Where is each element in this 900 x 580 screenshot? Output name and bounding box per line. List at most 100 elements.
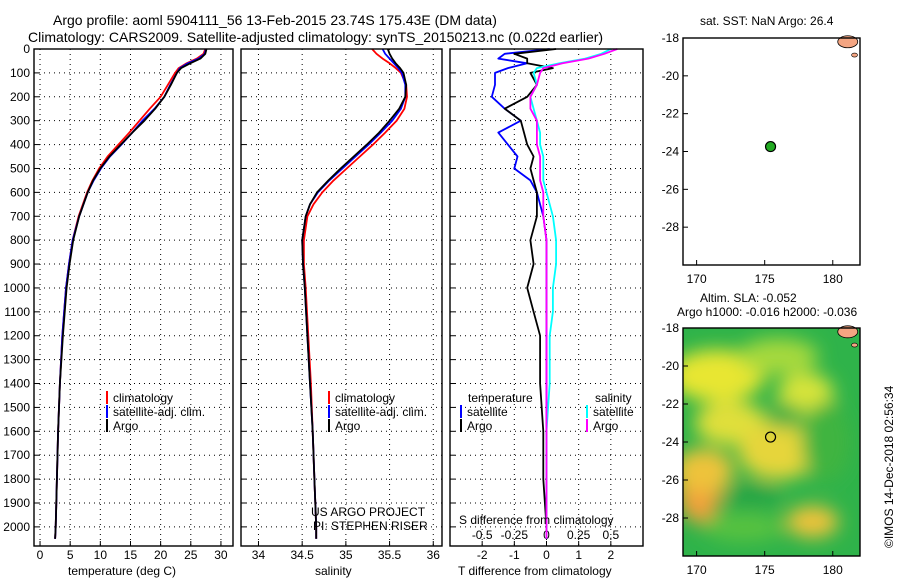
depth-tick-label: 1800 bbox=[3, 472, 30, 486]
x-tick-label: 20 bbox=[154, 548, 168, 562]
difference-legend: temperature satellite Argo salinity sate… bbox=[460, 391, 634, 433]
depth-tick-label: 1100 bbox=[4, 305, 30, 319]
lon-tick-label: 170 bbox=[687, 272, 707, 286]
map-frame bbox=[682, 37, 861, 266]
lon-tick-label: 180 bbox=[823, 563, 843, 577]
lat-tick-label: -18 bbox=[662, 321, 680, 335]
series-line-t-argo bbox=[503, 48, 557, 539]
salinity-axis-label: salinity bbox=[315, 564, 352, 578]
depth-tick-label: 2000 bbox=[3, 520, 30, 534]
x-tick-label: 2 bbox=[607, 548, 614, 562]
depth-tick-label: 1400 bbox=[3, 377, 30, 391]
s-diff-tick-label: 0.25 bbox=[567, 528, 591, 542]
legend-title-salinity: salinity bbox=[595, 391, 632, 405]
series-line-s-argo bbox=[529, 48, 618, 539]
lat-tick-label: -24 bbox=[662, 435, 680, 449]
depth-tick-label: 800 bbox=[10, 233, 30, 247]
sst-map: 170 175 180 -18 -20 -22 -24 -26 -28 bbox=[662, 31, 861, 286]
legend-label-satellite: satellite-adj. clim. bbox=[335, 405, 427, 419]
timestamp-stamp: ©IMOS 14-Dec-2018 02:56:34 bbox=[882, 385, 896, 548]
depth-tick-label: 900 bbox=[10, 257, 30, 271]
s-diff-tick-label: -0.5 bbox=[472, 528, 493, 542]
sla-anomaly-patch bbox=[738, 338, 819, 375]
sla-anomaly-patch bbox=[786, 505, 839, 538]
depth-tick-label: 700 bbox=[10, 209, 30, 223]
x-tick-label: 0 bbox=[37, 548, 44, 562]
sla-map-title-2: Argo h1000: -0.016 h2000: -0.036 bbox=[677, 305, 857, 319]
land-islet bbox=[851, 52, 858, 58]
lat-tick-label: -18 bbox=[662, 31, 680, 45]
legend-label-t-satellite: satellite bbox=[467, 405, 508, 419]
series-line-argo bbox=[54, 48, 208, 539]
legend-label-s-satellite: satellite bbox=[593, 405, 634, 419]
temperature-legend: climatology satellite-adj. clim. Argo bbox=[106, 391, 205, 433]
x-tick-label: 30 bbox=[214, 548, 228, 562]
lat-tick-label: -24 bbox=[662, 145, 680, 159]
x-tick-label: -1 bbox=[509, 548, 520, 562]
depth-tick-label: 500 bbox=[10, 161, 30, 175]
panel-frame bbox=[33, 48, 234, 547]
panel-frame bbox=[240, 48, 443, 547]
depth-tick-label: 400 bbox=[10, 138, 30, 152]
salinity-panel: 34 34.5 35 35.5 36 bbox=[240, 48, 443, 562]
difference-panel: -2 -1 0 1 2-0.5 -0.25 0 0.25 0.5 bbox=[449, 48, 644, 562]
x-tick-label: 36 bbox=[427, 548, 441, 562]
sla-anomaly-patch bbox=[738, 423, 819, 480]
x-tick-label: 15 bbox=[124, 548, 138, 562]
depth-tick-label: 1000 bbox=[3, 281, 30, 295]
x-tick-label: 5 bbox=[67, 548, 74, 562]
lat-tick-label: -26 bbox=[662, 182, 680, 196]
land-island bbox=[837, 325, 859, 339]
lat-tick-label: -22 bbox=[662, 397, 680, 411]
panel-frame bbox=[449, 48, 644, 547]
sla-anomaly-patch bbox=[704, 513, 785, 542]
sst-map-title: sat. SST: NaN Argo: 26.4 bbox=[700, 14, 834, 28]
legend-label-argo: Argo bbox=[335, 419, 361, 433]
float-position-marker bbox=[764, 140, 777, 153]
legend-label-s-argo: Argo bbox=[593, 419, 619, 433]
lat-tick-label: -20 bbox=[662, 359, 680, 373]
depth-tick-label: 1600 bbox=[3, 424, 30, 438]
lat-tick-label: -28 bbox=[662, 220, 680, 234]
series-line-s-satellite bbox=[529, 48, 612, 539]
legend-title-temperature: temperature bbox=[468, 391, 533, 405]
lat-tick-label: -26 bbox=[662, 473, 680, 487]
depth-tick-label: 1300 bbox=[3, 353, 30, 367]
sla-anomaly-patch bbox=[683, 448, 734, 493]
lon-tick-label: 175 bbox=[755, 272, 775, 286]
temperature-axis-label: temperature (deg C) bbox=[68, 564, 176, 578]
title-line-1: Argo profile: aoml 5904111_56 13-Feb-201… bbox=[53, 12, 497, 28]
lon-tick-label: 175 bbox=[755, 563, 775, 577]
project-credit: US ARGO PROJECT bbox=[311, 505, 426, 519]
depth-tick-label: 1200 bbox=[3, 329, 30, 343]
depth-tick-label: 1900 bbox=[3, 496, 30, 510]
salinity-legend: climatology satellite-adj. clim. Argo bbox=[328, 391, 427, 433]
sla-anomaly-patch bbox=[721, 483, 782, 508]
series-line-satellite-adj-clim- bbox=[301, 48, 407, 539]
land-island bbox=[837, 35, 859, 49]
sla-anomaly-patch bbox=[801, 402, 850, 482]
s-diff-tick-label: -0.25 bbox=[501, 528, 529, 542]
depth-tick-label: 200 bbox=[10, 90, 30, 104]
map-frame bbox=[682, 327, 861, 557]
lon-tick-label: 170 bbox=[687, 563, 707, 577]
sla-map: 170 175 180 -18 -20 -22 -24 -26 -28 bbox=[662, 321, 861, 577]
sla-anomaly-patch bbox=[767, 403, 804, 428]
depth-tick-label: 300 bbox=[10, 114, 30, 128]
lon-tick-label: 180 bbox=[823, 272, 843, 286]
lat-tick-label: -28 bbox=[662, 511, 680, 525]
depth-tick-label: 100 bbox=[10, 66, 30, 80]
title-line-2: Climatology: CARS2009. Satellite-adjuste… bbox=[28, 29, 603, 45]
lat-tick-label: -20 bbox=[662, 69, 680, 83]
legend-label-argo: Argo bbox=[113, 419, 139, 433]
x-tick-label: 25 bbox=[184, 548, 198, 562]
pi-credit: PI: STEPHEN RISER bbox=[313, 519, 428, 533]
land-islet bbox=[851, 342, 858, 348]
legend-label-climatology: climatology bbox=[113, 391, 173, 405]
t-difference-axis-label: T difference from climatology bbox=[458, 564, 612, 578]
x-tick-label: 10 bbox=[94, 548, 108, 562]
float-position-marker bbox=[764, 431, 777, 443]
temperature-panel: 0100200300400500600700800900100011001200… bbox=[3, 42, 234, 562]
x-tick-label: 34 bbox=[252, 548, 266, 562]
x-tick-label: 34.5 bbox=[290, 548, 314, 562]
